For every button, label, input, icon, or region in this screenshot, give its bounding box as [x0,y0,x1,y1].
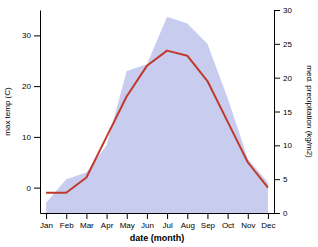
tick: Aug [181,213,195,230]
tick-label: Nov [241,221,255,230]
tick: Nov [241,213,255,230]
tick: 20 [22,82,40,91]
tick-label: 20 [22,82,31,91]
tick: 0 [274,209,288,218]
tick-mark [167,213,168,219]
tick-mark [34,137,40,138]
line [46,51,268,193]
tick-label: 10 [283,141,292,150]
tick-mark [127,213,128,219]
tick: 30 [22,31,40,40]
tick-mark [66,213,67,219]
tick-label: Feb [60,221,74,230]
tick: 10 [22,133,40,142]
tick: 5 [274,175,288,184]
y-axis-title: max temp (C) [3,87,12,136]
tick-mark [268,213,269,219]
tick: Oct [222,213,235,230]
tick-label: 20 [283,74,292,83]
tick: 15 [274,108,292,117]
y-axis: 0 10 20 30 [22,11,40,214]
tick: 30 [274,6,292,15]
y2-axis-title: med. precipitation (kg/m2) [305,65,314,158]
tick-label: 10 [22,133,31,142]
tick-mark [274,145,280,146]
tick: Feb [60,213,74,230]
tick-label: Aug [181,221,195,230]
tick-mark [274,213,280,214]
tick: Jun [141,213,154,230]
tick-label: Apr [101,221,114,230]
tick-mark [248,213,249,219]
tick-label: 15 [283,108,292,117]
tick-label: Sep [201,221,216,230]
axis-line [41,213,275,214]
tick: 10 [274,141,292,150]
tick-label: 5 [283,175,288,184]
tick-mark [274,44,280,45]
tick: 25 [274,40,292,49]
tick: Apr [101,213,114,230]
tick-mark [274,112,280,113]
tick: 0 [27,184,40,193]
axis-line [40,11,41,214]
plot: Jan Feb Mar Apr May Jun Jul Aug Sep Oct Nov Dec 0 10 2… [3,6,314,243]
x-axis: Jan Feb Mar Apr May Jun Jul Aug Sep Oct Nov Dec [40,213,275,230]
tick-label: Oct [222,221,235,230]
tick-label: Jun [141,221,154,230]
tick-label: Mar [80,221,94,230]
tick: Jan [40,213,53,230]
x-axis-title: date (month) [130,233,185,243]
tick: Jul [162,213,172,230]
tick-mark [274,179,280,180]
tick-label: 0 [27,184,32,193]
tick-mark [228,213,229,219]
tick-mark [34,86,40,87]
tick-mark [274,78,280,79]
tick-label: 0 [283,209,288,218]
tick: 20 [274,74,292,83]
tick-label: Jan [40,221,53,230]
area [46,17,268,213]
chart-container: Jan Feb Mar Apr May Jun Jul Aug Sep Oct Nov Dec 0 10 2… [0,0,318,247]
tick: Mar [80,213,94,230]
tick-mark [207,213,208,219]
tick-mark [34,188,40,189]
tick: May [120,213,135,230]
tick-mark [147,213,148,219]
tick-mark [274,10,280,11]
tick-label: Dec [261,221,275,230]
tick-label: May [120,221,135,230]
tick-label: 25 [283,40,292,49]
marks [46,17,268,213]
tick-mark [46,213,47,219]
tick-mark [187,213,188,219]
tick-label: 30 [283,6,292,15]
tick: Sep [201,213,216,230]
y2-axis: 0 5 10 15 20 25 30 [274,6,292,218]
tick-mark [107,213,108,219]
tick-label: 30 [22,31,31,40]
chart: Jan Feb Mar Apr May Jun Jul Aug Sep Oct Nov Dec 0 10 2… [0,0,318,247]
tick-label: Jul [162,221,172,230]
tick: Dec [261,213,275,230]
tick-mark [86,213,87,219]
tick-mark [34,35,40,36]
